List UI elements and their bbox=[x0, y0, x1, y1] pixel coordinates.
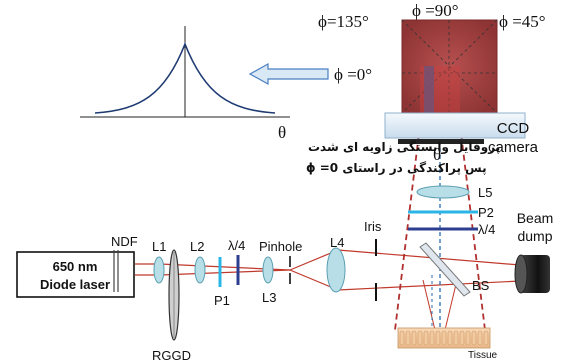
tissue-cell bbox=[435, 330, 441, 346]
phi-0-label: ϕ =0° bbox=[334, 65, 372, 84]
theta-beam-label: θ bbox=[433, 145, 441, 164]
tissue-cell bbox=[411, 330, 417, 346]
tissue-cell bbox=[477, 330, 483, 346]
lens-l2 bbox=[194, 256, 206, 284]
ndf-filter bbox=[113, 250, 119, 292]
phi-90-label: ϕ =90° bbox=[412, 1, 459, 20]
l2-label: L2 bbox=[190, 239, 204, 254]
ndf-label: NDF bbox=[111, 234, 138, 249]
tissue-cell bbox=[465, 330, 471, 346]
tissue-cell bbox=[471, 330, 477, 346]
l3-label: L3 bbox=[262, 290, 276, 305]
tissue-cell bbox=[447, 330, 453, 346]
beam-dump-label-line2: dump bbox=[517, 228, 552, 244]
phi-135-label: ϕ=135° bbox=[318, 12, 369, 31]
speckle-image bbox=[401, 19, 498, 114]
lens-l3 bbox=[262, 256, 274, 284]
lens-l5 bbox=[416, 185, 470, 199]
tissue-cell bbox=[441, 330, 447, 346]
profile-axis-label: θ bbox=[278, 123, 286, 142]
ccd-camera bbox=[384, 112, 526, 144]
quarter-wave-2-label: λ/4 bbox=[478, 222, 495, 237]
quarter-wave-1-label: λ/4 bbox=[228, 238, 245, 253]
p2-label: P2 bbox=[478, 205, 494, 220]
tissue-cell bbox=[483, 330, 489, 346]
tissue-cell bbox=[423, 330, 429, 346]
laser-label-line1: 650 nm bbox=[53, 259, 98, 274]
tissue-cell bbox=[417, 330, 423, 346]
beam-splitter bbox=[419, 242, 471, 297]
bs-label: BS bbox=[472, 278, 490, 293]
profile-caption-line2: پس پراکندگی در راستای 0= ϕ bbox=[306, 161, 487, 175]
l1-label: L1 bbox=[152, 239, 166, 254]
beam-dump-label-line1: Beam bbox=[517, 210, 554, 226]
beam-dump bbox=[514, 254, 550, 294]
profile-plot bbox=[80, 26, 290, 118]
tissue-cell bbox=[459, 330, 465, 346]
pinhole-label: Pinhole bbox=[259, 239, 302, 254]
laser-label-line2: Diode laser bbox=[40, 277, 110, 292]
ccd-label-line2: camera bbox=[488, 139, 539, 156]
rggd-diffuser bbox=[168, 249, 180, 341]
tissue-cell bbox=[405, 330, 411, 346]
phi-45-label: ϕ =45° bbox=[499, 12, 546, 31]
iris-label: Iris bbox=[364, 219, 382, 234]
p1-label: P1 bbox=[214, 293, 230, 308]
tissue-sample bbox=[397, 327, 491, 349]
tissue-cell bbox=[453, 330, 459, 346]
tissue-cell bbox=[399, 330, 405, 346]
l5-label: L5 bbox=[478, 185, 492, 200]
profile-caption-line1: پروفایل وابستگی زاویه ای شدت bbox=[308, 140, 500, 155]
l4-label: L4 bbox=[330, 235, 344, 250]
lens-l1 bbox=[153, 256, 165, 284]
profile-arrow bbox=[248, 62, 329, 86]
tissue-cell bbox=[429, 330, 435, 346]
tissue-label: Tissue bbox=[468, 350, 498, 361]
ccd-label-line1: CCD bbox=[497, 120, 530, 137]
rggd-label: RGGD bbox=[152, 348, 191, 363]
lens-l4 bbox=[326, 247, 346, 293]
